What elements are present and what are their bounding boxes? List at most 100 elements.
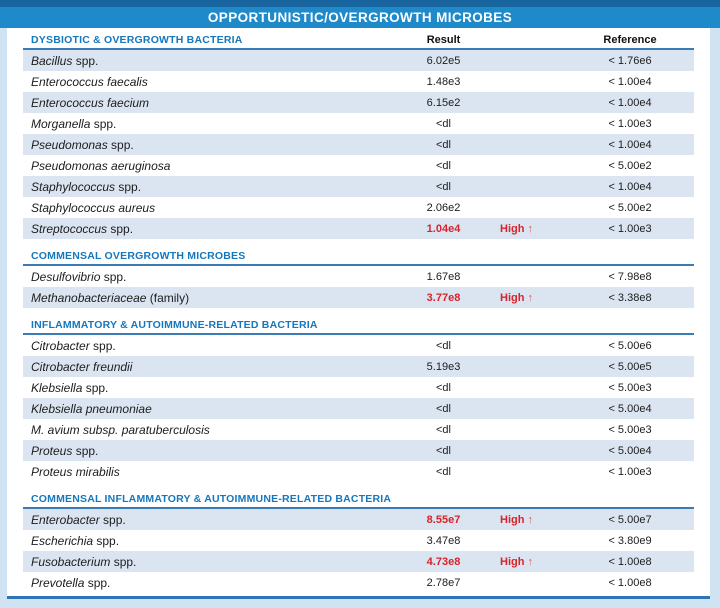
- reference-value: < 7.98e8: [608, 270, 652, 283]
- result-value: 2.06e2: [426, 201, 461, 214]
- reference-value: < 1.00e4: [608, 96, 652, 109]
- reference-value: < 1.00e3: [608, 222, 652, 235]
- section-heading: COMMENSAL INFLAMMATORY & AUTOIMMUNE-RELA…: [23, 482, 694, 509]
- result-value: 6.15e2: [426, 96, 461, 109]
- section-title: DYSBIOTIC & OVERGROWTH BACTERIA: [31, 34, 243, 46]
- table-row: Enterococcus faecalis 1.48e3 High ↑ < 1.…: [23, 71, 694, 92]
- result-value: 8.55e7: [426, 513, 461, 526]
- organism-name: Prevotella spp.: [31, 575, 111, 590]
- high-flag: High ↑: [500, 555, 534, 568]
- table-row: M. avium subsp. paratuberculosis <dl Hig…: [23, 419, 694, 440]
- result-value: <dl: [436, 381, 451, 394]
- table-row: Prevotella spp. 2.78e7 High ↑ < 1.00e8: [23, 572, 694, 593]
- table-row: Pseudomonas aeruginosa <dl High ↑ < 5.00…: [23, 155, 694, 176]
- section-title: COMMENSAL OVERGROWTH MICROBES: [31, 250, 246, 262]
- organism-name: Citrobacter freundii: [31, 359, 133, 374]
- table-row: Proteus spp. <dl High ↑ < 5.00e4: [23, 440, 694, 461]
- up-arrow-icon: ↑: [527, 555, 534, 568]
- table-row: Fusobacterium spp. 4.73e8 High ↑ < 1.00e…: [23, 551, 694, 572]
- result-value: <dl: [436, 138, 451, 151]
- organism-name: Escherichia spp.: [31, 533, 120, 548]
- result-value: <dl: [436, 339, 451, 352]
- report-body: DYSBIOTIC & OVERGROWTH BACTERIA Result R…: [7, 28, 710, 596]
- result-value: 3.77e8: [426, 291, 461, 304]
- footer-padding: [0, 599, 720, 608]
- result-value: 4.73e8: [426, 555, 461, 568]
- organism-name: Desulfovibrio spp.: [31, 269, 127, 284]
- table-row: Methanobacteriaceae (family) 3.77e8 High…: [23, 287, 694, 308]
- reference-value: < 5.00e4: [608, 444, 652, 457]
- table-row: Streptococcus spp. 1.04e4 High ↑ < 1.00e…: [23, 218, 694, 239]
- organism-name: Citrobacter spp.: [31, 338, 116, 353]
- up-arrow-icon: ↑: [527, 222, 534, 235]
- reference-value: < 5.00e7: [608, 513, 652, 526]
- organism-name: Enterococcus faecium: [31, 95, 150, 110]
- reference-value: < 1.00e4: [608, 180, 652, 193]
- high-flag: High ↑: [500, 291, 534, 304]
- result-value: <dl: [436, 423, 451, 436]
- bottom-rule: [7, 596, 710, 599]
- organism-name: M. avium subsp. paratuberculosis: [31, 422, 210, 437]
- result-value: 6.02e5: [426, 54, 461, 67]
- reference-value: < 1.00e3: [608, 117, 652, 130]
- reference-value: < 1.76e6: [608, 54, 652, 67]
- result-value: 1.67e8: [426, 270, 461, 283]
- table-row: Bacillus spp. 6.02e5 High ↑ < 1.76e6: [23, 50, 694, 71]
- column-header-result: Result: [426, 34, 461, 46]
- reference-value: < 5.00e2: [608, 159, 652, 172]
- result-value: <dl: [436, 444, 451, 457]
- table-row: Citrobacter freundii 5.19e3 High ↑ < 5.0…: [23, 356, 694, 377]
- high-flag: High ↑: [500, 222, 534, 235]
- organism-name: Pseudomonas spp.: [31, 137, 134, 152]
- table-row: Desulfovibrio spp. 1.67e8 High ↑ < 7.98e…: [23, 266, 694, 287]
- organism-name: Enterococcus faecalis: [31, 74, 148, 89]
- reference-value: < 1.00e8: [608, 576, 652, 589]
- result-value: 2.78e7: [426, 576, 461, 589]
- result-value: 3.47e8: [426, 534, 461, 547]
- table-row: Escherichia spp. 3.47e8 High ↑ < 3.80e9: [23, 530, 694, 551]
- result-value: <dl: [436, 402, 451, 415]
- section-title: COMMENSAL INFLAMMATORY & AUTOIMMUNE-RELA…: [31, 493, 392, 505]
- organism-name: Bacillus spp.: [31, 53, 99, 68]
- column-header-reference: Reference: [603, 34, 657, 46]
- up-arrow-icon: ↑: [527, 513, 534, 526]
- reference-value: < 5.00e3: [608, 423, 652, 436]
- organism-name: Streptococcus spp.: [31, 221, 134, 236]
- organism-name: Methanobacteriaceae (family): [31, 290, 190, 305]
- organism-name: Morganella spp.: [31, 116, 117, 131]
- reference-value: < 5.00e5: [608, 360, 652, 373]
- up-arrow-icon: ↑: [527, 291, 534, 304]
- table-row: Enterococcus faecium 6.15e2 High ↑ < 1.0…: [23, 92, 694, 113]
- result-value: <dl: [436, 465, 451, 478]
- reference-value: < 1.00e4: [608, 138, 652, 151]
- reference-value: < 3.80e9: [608, 534, 652, 547]
- organism-name: Staphylococcus aureus: [31, 200, 156, 215]
- section-heading: COMMENSAL OVERGROWTH MICROBES Result Ref…: [23, 239, 694, 266]
- result-value: 1.04e4: [426, 222, 461, 235]
- table-row: Proteus mirabilis <dl High ↑ < 1.00e3: [23, 461, 694, 482]
- reference-value: < 5.00e6: [608, 339, 652, 352]
- organism-name: Staphylococcus spp.: [31, 179, 142, 194]
- organism-name: Proteus spp.: [31, 443, 99, 458]
- organism-name: Fusobacterium spp.: [31, 554, 137, 569]
- table-row: Morganella spp. <dl High ↑ < 1.00e3: [23, 113, 694, 134]
- reference-value: < 1.00e4: [608, 75, 652, 88]
- result-value: 1.48e3: [426, 75, 461, 88]
- table-row: Enterobacter spp. 8.55e7 High ↑ < 5.00e7: [23, 509, 694, 530]
- table-row: Staphylococcus aureus 2.06e2 High ↑ < 5.…: [23, 197, 694, 218]
- reference-value: < 5.00e2: [608, 201, 652, 214]
- section-title: INFLAMMATORY & AUTOIMMUNE-RELATED BACTER…: [31, 319, 318, 331]
- organism-name: Pseudomonas aeruginosa: [31, 158, 171, 173]
- high-flag: High ↑: [500, 513, 534, 526]
- reference-value: < 1.00e3: [608, 465, 652, 478]
- title-bar: OPPORTUNISTIC/OVERGROWTH MICROBES: [0, 7, 720, 28]
- result-value: <dl: [436, 159, 451, 172]
- organism-name: Klebsiella pneumoniae: [31, 401, 152, 416]
- table-row: Klebsiella spp. <dl High ↑ < 5.00e3: [23, 377, 694, 398]
- table-row: Citrobacter spp. <dl High ↑ < 5.00e6: [23, 335, 694, 356]
- result-value: <dl: [436, 180, 451, 193]
- reference-value: < 5.00e4: [608, 402, 652, 415]
- section-heading: INFLAMMATORY & AUTOIMMUNE-RELATED BACTER…: [23, 308, 694, 335]
- organism-name: Klebsiella spp.: [31, 380, 109, 395]
